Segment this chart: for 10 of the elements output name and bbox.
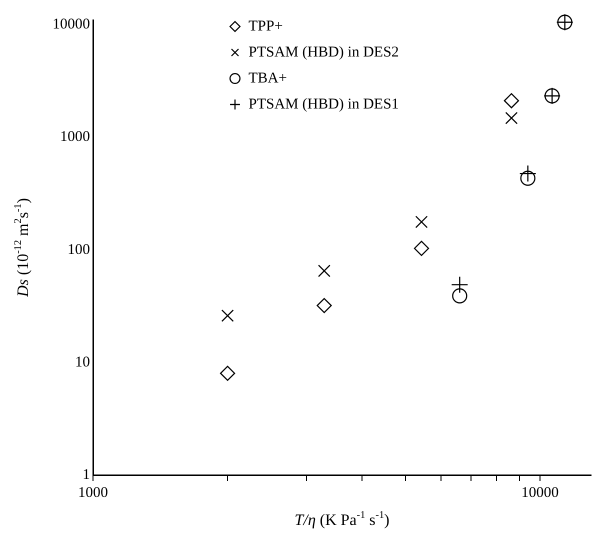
y-tick-label: 10000: [52, 16, 90, 33]
y-tick-label: 10: [75, 354, 90, 370]
legend-label: TBA+: [248, 70, 287, 86]
y-tick-label: 1: [82, 466, 90, 483]
y-tick-label: 1000: [60, 129, 90, 146]
y-tick-label: 100: [68, 242, 90, 258]
y-axis-title: Ds (10-12 m2s-1): [13, 198, 32, 298]
legend-label: PTSAM (HBD) in DES2: [248, 44, 399, 60]
legend-label: PTSAM (HBD) in DES1: [248, 96, 399, 112]
legend-label: TPP+: [248, 18, 283, 34]
